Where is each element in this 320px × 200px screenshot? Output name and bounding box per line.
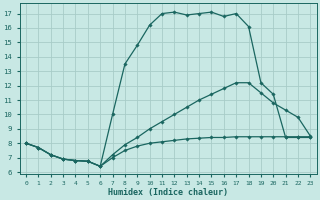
X-axis label: Humidex (Indice chaleur): Humidex (Indice chaleur): [108, 188, 228, 197]
